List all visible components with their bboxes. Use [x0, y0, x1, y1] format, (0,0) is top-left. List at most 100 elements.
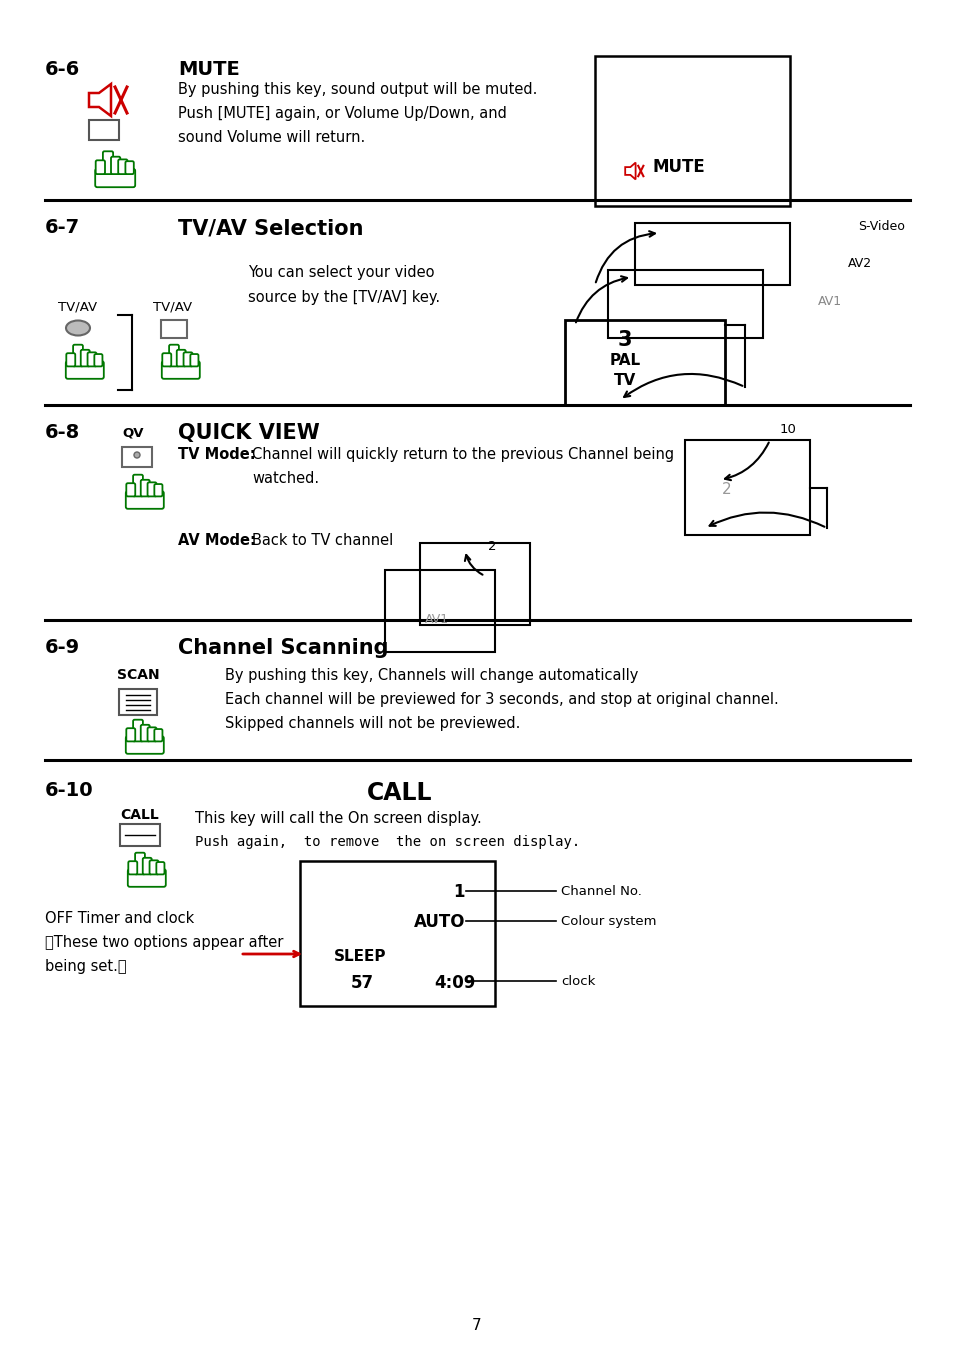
Text: sound Volume will return.: sound Volume will return. — [178, 130, 365, 145]
FancyBboxPatch shape — [133, 474, 143, 496]
Bar — [161, 320, 187, 338]
Bar — [635, 223, 789, 285]
FancyBboxPatch shape — [162, 353, 172, 366]
Text: TV/AV: TV/AV — [153, 300, 193, 313]
FancyBboxPatch shape — [162, 361, 199, 378]
Text: TV/AV: TV/AV — [58, 300, 97, 313]
FancyBboxPatch shape — [126, 736, 164, 754]
Text: 6-6: 6-6 — [45, 59, 80, 78]
FancyBboxPatch shape — [128, 869, 166, 886]
FancyBboxPatch shape — [150, 861, 158, 874]
Bar — [595, 55, 789, 205]
FancyBboxPatch shape — [154, 730, 162, 742]
Bar — [119, 689, 157, 715]
Text: You can select your video: You can select your video — [248, 265, 434, 280]
Text: By pushing this key, Channels will change automatically: By pushing this key, Channels will chang… — [225, 667, 638, 684]
FancyBboxPatch shape — [111, 157, 120, 174]
Text: 6-7: 6-7 — [45, 218, 80, 236]
FancyBboxPatch shape — [133, 720, 143, 742]
Text: SCAN: SCAN — [116, 667, 159, 682]
Bar — [607, 270, 762, 338]
FancyBboxPatch shape — [141, 480, 150, 496]
Text: Skipped channels will not be previewed.: Skipped channels will not be previewed. — [225, 716, 519, 731]
Text: 7: 7 — [472, 1319, 481, 1333]
Text: QUICK VIEW: QUICK VIEW — [178, 423, 319, 443]
FancyBboxPatch shape — [148, 482, 156, 496]
FancyBboxPatch shape — [169, 345, 179, 366]
FancyBboxPatch shape — [125, 161, 133, 174]
Text: AV1: AV1 — [424, 613, 449, 626]
Text: 2: 2 — [488, 540, 496, 553]
Text: 10: 10 — [780, 423, 796, 436]
Bar — [564, 320, 724, 405]
Text: Push again,  to remove  the on screen display.: Push again, to remove the on screen disp… — [194, 835, 579, 848]
Text: Push [MUTE] again, or Volume Up/Down, and: Push [MUTE] again, or Volume Up/Down, an… — [178, 105, 506, 122]
Text: 2: 2 — [721, 482, 731, 497]
Text: watched.: watched. — [252, 471, 319, 486]
FancyBboxPatch shape — [183, 353, 193, 366]
Text: 6-10: 6-10 — [45, 781, 93, 800]
Text: TV Mode:: TV Mode: — [178, 447, 255, 462]
Text: CALL: CALL — [120, 808, 159, 821]
Text: AV Mode:: AV Mode: — [178, 534, 255, 549]
FancyBboxPatch shape — [135, 852, 145, 874]
Text: MUTE: MUTE — [652, 158, 705, 176]
FancyBboxPatch shape — [95, 161, 105, 174]
FancyBboxPatch shape — [66, 353, 75, 366]
Text: 4:09: 4:09 — [434, 974, 476, 992]
FancyBboxPatch shape — [118, 159, 128, 174]
FancyBboxPatch shape — [126, 484, 135, 496]
FancyBboxPatch shape — [81, 350, 90, 366]
Text: Colour system: Colour system — [560, 915, 656, 928]
FancyBboxPatch shape — [191, 354, 198, 366]
Text: Channel No.: Channel No. — [560, 885, 641, 898]
Text: being set.）: being set.） — [45, 959, 127, 974]
Text: clock: clock — [560, 975, 595, 988]
Ellipse shape — [66, 320, 90, 335]
Text: S-Video: S-Video — [858, 220, 904, 232]
FancyBboxPatch shape — [156, 862, 164, 874]
FancyBboxPatch shape — [66, 361, 104, 378]
FancyBboxPatch shape — [154, 484, 162, 496]
Bar — [385, 570, 495, 653]
FancyBboxPatch shape — [88, 353, 96, 366]
FancyBboxPatch shape — [176, 350, 186, 366]
FancyBboxPatch shape — [94, 354, 102, 366]
Text: This key will call the On screen display.: This key will call the On screen display… — [194, 811, 481, 825]
Text: 1: 1 — [453, 884, 464, 901]
FancyBboxPatch shape — [95, 169, 135, 188]
Text: 6-8: 6-8 — [45, 423, 80, 442]
Text: PAL: PAL — [609, 353, 639, 367]
Text: Channel will quickly return to the previous Channel being: Channel will quickly return to the previ… — [252, 447, 674, 462]
Bar — [120, 824, 160, 846]
FancyBboxPatch shape — [141, 724, 150, 742]
Text: AV1: AV1 — [817, 295, 841, 308]
Text: SLEEP: SLEEP — [334, 948, 386, 965]
Polygon shape — [624, 162, 635, 180]
Text: MUTE: MUTE — [178, 59, 239, 78]
Bar — [122, 447, 152, 467]
Text: TV: TV — [613, 373, 636, 388]
Polygon shape — [89, 84, 111, 116]
Text: 57: 57 — [350, 974, 374, 992]
FancyBboxPatch shape — [128, 861, 137, 874]
Text: CALL: CALL — [367, 781, 433, 805]
FancyBboxPatch shape — [103, 151, 113, 174]
Text: Each channel will be previewed for 3 seconds, and stop at original channel.: Each channel will be previewed for 3 sec… — [225, 692, 778, 707]
FancyBboxPatch shape — [73, 345, 83, 366]
Circle shape — [133, 453, 140, 458]
Bar — [419, 543, 530, 626]
Text: Channel Scanning: Channel Scanning — [178, 638, 388, 658]
FancyBboxPatch shape — [126, 728, 135, 742]
Text: source by the [TV/AV] key.: source by the [TV/AV] key. — [248, 290, 439, 305]
FancyBboxPatch shape — [126, 492, 164, 509]
Bar — [684, 440, 809, 535]
Text: TV/AV Selection: TV/AV Selection — [178, 218, 363, 238]
Text: 6-9: 6-9 — [45, 638, 80, 657]
Text: QV: QV — [122, 427, 143, 440]
Bar — [89, 120, 119, 141]
Text: AV2: AV2 — [847, 257, 871, 270]
Text: （These two options appear after: （These two options appear after — [45, 935, 283, 950]
Bar — [299, 861, 495, 1006]
Text: 3: 3 — [618, 330, 632, 350]
